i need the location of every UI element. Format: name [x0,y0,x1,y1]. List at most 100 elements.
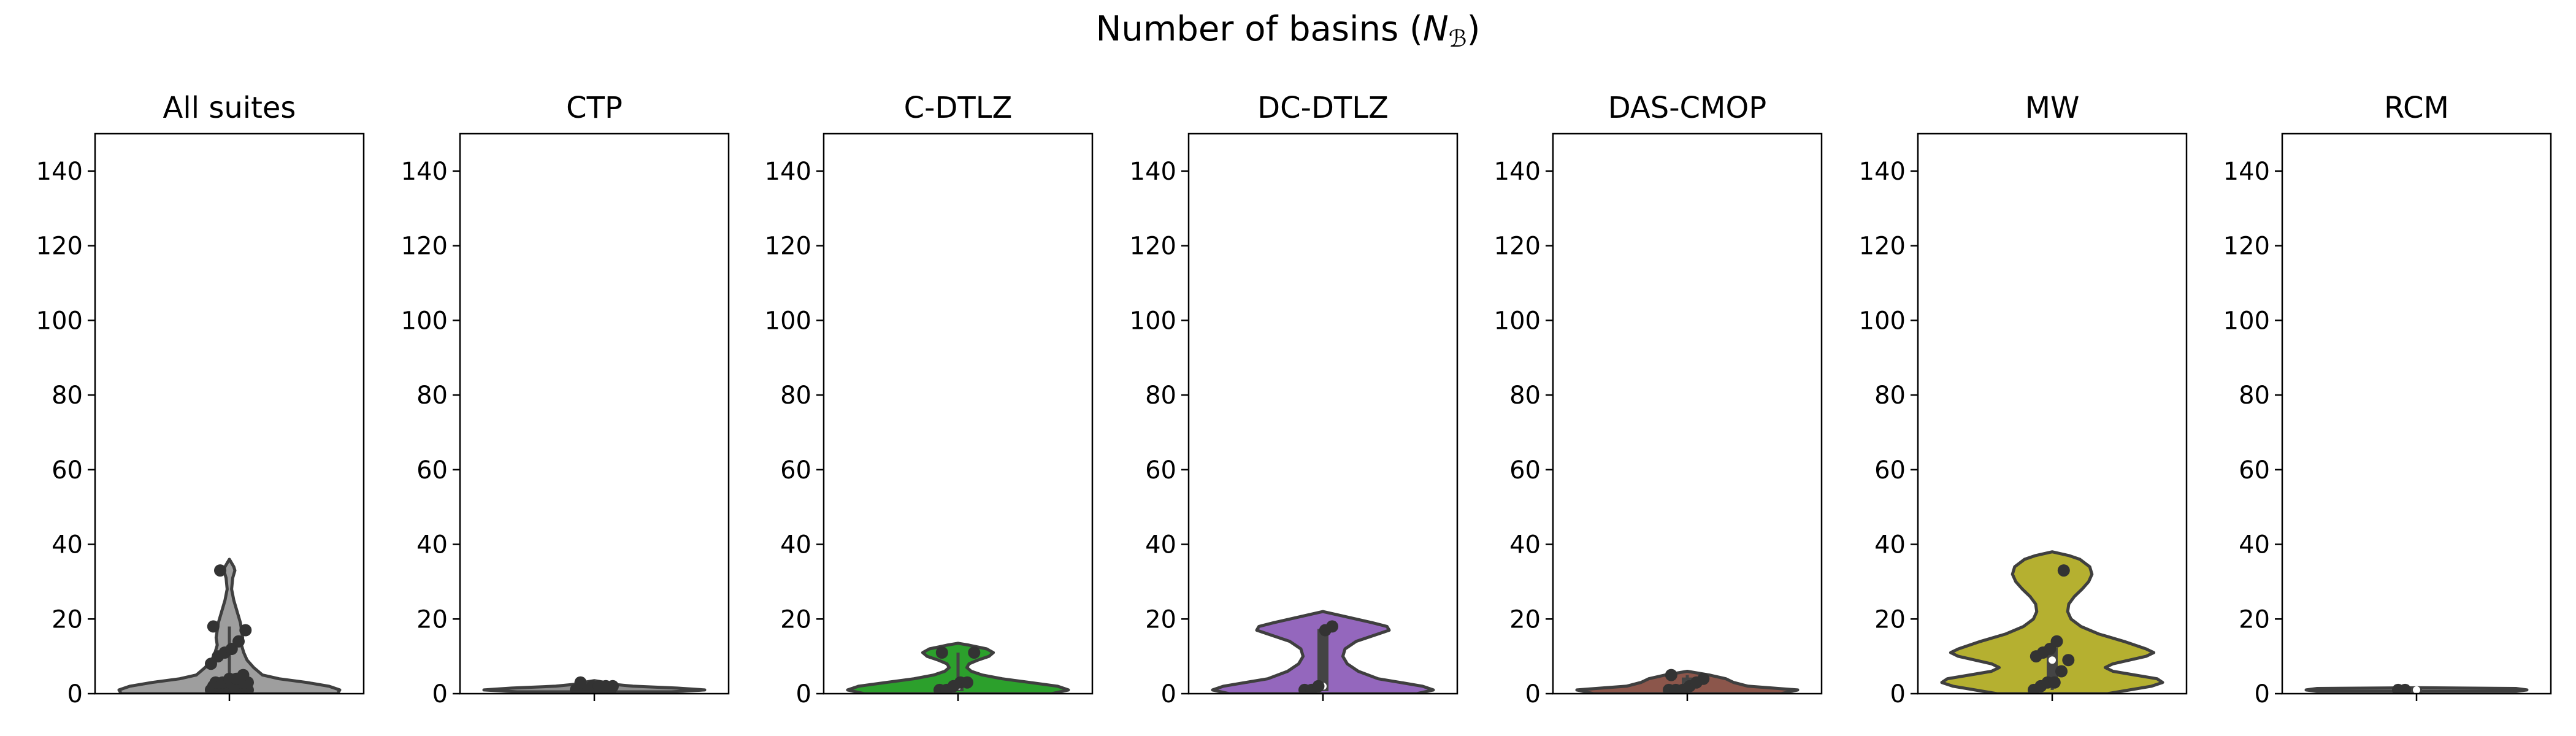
panel-4: DAS-CMOP 0 20 40 60 80 100 120 140 [1494,91,1823,708]
y-tick-label: 60 [1509,456,1541,485]
y-tick-label: 60 [2239,456,2270,485]
y-tick-label: 140 [765,158,811,186]
y-tick-label: 40 [2239,531,2270,559]
y-tick-label: 100 [1494,307,1541,335]
strip-point [935,646,948,659]
strip-point [1665,669,1677,681]
panel-title: RCM [2384,91,2449,125]
y-tick-label: 80 [416,381,448,410]
y-tick-label: 0 [1525,680,1541,708]
y-tick-label: 0 [1890,680,1906,708]
figure-title: Number of basins (Nℬ) [1095,9,1480,52]
y-tick-label: 100 [2223,307,2270,335]
strip-point [607,680,619,692]
y-tick-label: 60 [1145,456,1176,485]
y-tick-label: 140 [36,158,83,186]
y-tick-label: 60 [416,456,448,485]
y-tick-label: 20 [2239,605,2270,634]
y-tick-label: 40 [1145,531,1176,559]
panel-title: MW [2025,91,2080,125]
y-tick-label: 40 [52,531,83,559]
y-tick-label: 40 [780,531,811,559]
strip-point [1326,620,1338,633]
panel-title: C-DTLZ [904,91,1013,125]
y-tick-label: 100 [36,307,83,335]
strip-point [2057,564,2070,577]
axes-frame [459,132,730,695]
strip-point [214,564,226,577]
panel-3: DC-DTLZ 0 20 40 60 80 100 120 140 [1130,91,1459,708]
strip-point [2062,654,2075,667]
violin-iqr-box [1317,629,1328,691]
axes-frame [1552,132,1823,695]
strip-point [961,676,973,689]
y-tick-label: 20 [416,605,448,634]
y-tick-label: 0 [2255,680,2270,708]
y-tick-label: 140 [1494,158,1541,186]
axes-frame [1187,132,1459,695]
strip-point [2050,635,2063,648]
y-tick-label: 20 [1509,605,1541,634]
panel-plot-area [2304,683,2529,694]
y-tick-label: 120 [36,232,83,261]
strip-point [2055,665,2068,678]
panel-plot-area [1211,610,1435,694]
violin-median [2049,656,2056,664]
y-tick-label: 140 [1859,158,1906,186]
y-tick-label: 140 [1130,158,1176,186]
strip-point [2048,676,2061,689]
y-tick-label: 80 [1509,381,1541,410]
strip-point [239,624,252,637]
violin-panels: All suites 0 20 40 60 80 100 120 140 CTP 0 20 40 60 80… [36,91,2552,708]
y-tick-label: 80 [2239,381,2270,410]
y-tick-label: 20 [1874,605,1906,634]
panel-plot-area [482,676,707,694]
panel-title: DC-DTLZ [1257,91,1389,125]
y-tick-label: 20 [52,605,83,634]
y-tick-label: 60 [780,456,811,485]
strip-point [237,669,250,681]
panel-plot-area [1940,550,2164,694]
y-tick-label: 40 [1874,531,1906,559]
y-tick-label: 0 [432,680,448,708]
strip-point [968,646,981,659]
panel-title: CTP [566,91,623,125]
axes-frame [822,132,1094,695]
strip-point [207,620,220,633]
panel-1: CTP 0 20 40 60 80 100 120 140 [401,91,730,708]
y-tick-label: 40 [1509,531,1541,559]
y-tick-label: 20 [1145,605,1176,634]
axes-frame [2281,132,2552,695]
y-tick-label: 120 [765,232,811,261]
strip-point [574,676,587,689]
y-tick-label: 80 [1874,381,1906,410]
y-tick-label: 140 [401,158,448,186]
violin-body [1940,550,2164,694]
y-tick-label: 80 [780,381,811,410]
y-tick-label: 100 [1130,307,1176,335]
y-tick-label: 120 [1859,232,1906,261]
y-tick-label: 60 [52,456,83,485]
violin-median [2413,686,2420,694]
panel-plot-area [1575,669,1800,694]
y-tick-label: 80 [1145,381,1176,410]
strip-point [1312,680,1325,692]
panel-title: DAS-CMOP [1608,91,1766,125]
y-tick-label: 40 [416,531,448,559]
panel-title: All suites [163,91,296,125]
y-tick-label: 100 [401,307,448,335]
panel-2: C-DTLZ 0 20 40 60 80 100 120 140 [765,91,1094,708]
y-tick-label: 140 [2223,158,2270,186]
panel-6: RCM 0 20 40 60 80 100 120 140 [2223,91,2552,708]
y-tick-label: 20 [780,605,811,634]
panel-plot-area [117,558,342,694]
strip-point [232,635,245,648]
strip-point [2399,683,2412,694]
y-tick-label: 120 [1130,232,1176,261]
y-tick-label: 0 [1161,680,1176,708]
y-tick-label: 60 [1874,456,1906,485]
panel-0: All suites 0 20 40 60 80 100 120 140 [36,91,365,708]
violin-iqr-box [2047,647,2058,684]
y-tick-label: 0 [796,680,811,708]
